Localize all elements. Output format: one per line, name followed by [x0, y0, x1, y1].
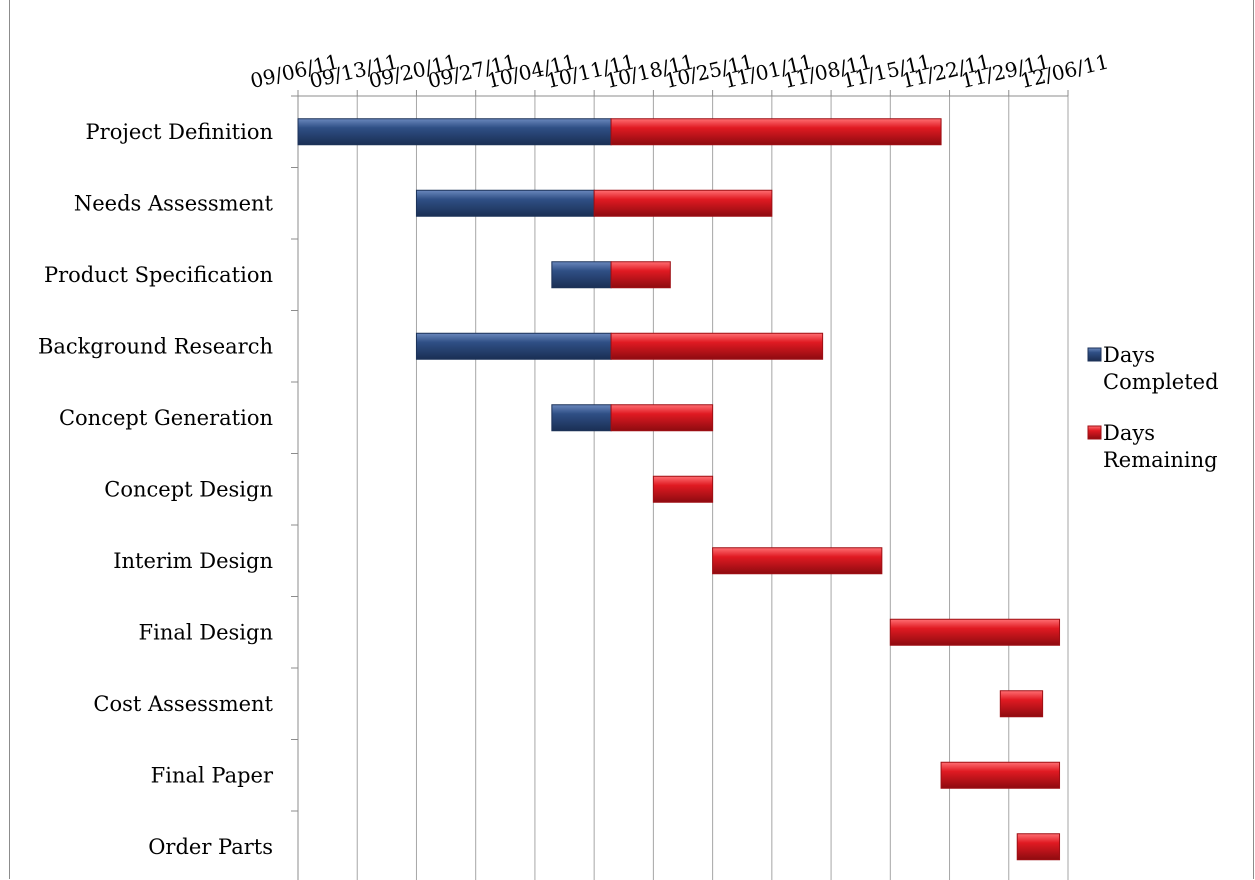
- legend: Days Completed Days Remaining: [1087, 343, 1219, 472]
- bar-days-remaining: [610, 404, 714, 432]
- category-label: Product Specification: [44, 263, 273, 287]
- bar-days-remaining: [940, 761, 1061, 789]
- legend-item: Days Completed: [1087, 343, 1219, 394]
- bars: [297, 118, 1061, 861]
- category-label: Order Parts: [148, 835, 273, 859]
- legend-item: Days Remaining: [1087, 421, 1218, 472]
- bar-days-remaining: [999, 690, 1044, 718]
- category-label: Final Paper: [151, 763, 274, 787]
- category-label: Needs Assessment: [74, 191, 274, 215]
- bar-days-remaining: [712, 547, 883, 575]
- bar-days-completed: [415, 332, 612, 360]
- legend-swatch: [1087, 347, 1102, 362]
- bar-days-remaining: [889, 618, 1061, 646]
- category-label: Interim Design: [113, 549, 273, 573]
- x-axis-tick-labels: 09/06/1109/13/1109/20/1109/27/1110/04/11…: [248, 49, 1111, 93]
- category-label: Concept Generation: [59, 406, 273, 430]
- bar-days-completed: [415, 189, 595, 217]
- bar-days-remaining: [652, 475, 714, 503]
- category-label: Background Research: [38, 334, 273, 358]
- y-axis-category-labels: Project Definition Needs Assessment Produc…: [38, 120, 274, 859]
- category-label: Cost Assessment: [93, 692, 273, 716]
- bar-days-remaining: [1016, 833, 1061, 861]
- legend-label: Days Remaining: [1103, 421, 1218, 472]
- category-label: Concept Design: [104, 477, 273, 501]
- bar-days-completed: [297, 118, 612, 146]
- axes: [291, 90, 1069, 880]
- legend-label: Days Completed: [1103, 343, 1219, 394]
- category-label: Project Definition: [86, 120, 273, 144]
- chart-frame: [9, 0, 1254, 879]
- legend-swatch: [1087, 425, 1102, 440]
- bar-days-completed: [551, 404, 612, 432]
- bar-days-remaining: [593, 189, 773, 217]
- bar-days-remaining: [610, 118, 942, 146]
- category-label: Final Design: [139, 620, 273, 644]
- bar-days-remaining: [610, 261, 671, 289]
- bar-days-remaining: [610, 332, 824, 360]
- bar-days-completed: [551, 261, 612, 289]
